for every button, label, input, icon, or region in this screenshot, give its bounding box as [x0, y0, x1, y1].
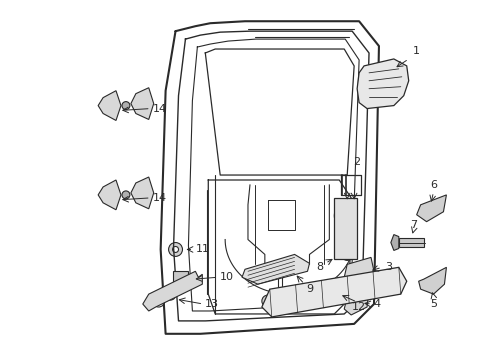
Circle shape	[369, 76, 383, 90]
Circle shape	[384, 76, 398, 90]
Circle shape	[351, 267, 361, 277]
Polygon shape	[418, 267, 446, 294]
Circle shape	[165, 290, 175, 300]
Text: 3: 3	[385, 262, 391, 272]
Text: 9: 9	[305, 284, 312, 294]
Text: 4: 4	[373, 299, 380, 309]
Polygon shape	[344, 257, 373, 284]
Circle shape	[172, 247, 178, 252]
Polygon shape	[242, 255, 309, 284]
Circle shape	[139, 99, 148, 109]
Text: 14: 14	[152, 104, 166, 113]
Text: 12: 12	[351, 302, 366, 312]
Polygon shape	[98, 91, 121, 121]
Polygon shape	[131, 177, 153, 209]
Polygon shape	[98, 180, 121, 210]
Circle shape	[426, 276, 436, 286]
Polygon shape	[142, 271, 202, 311]
Circle shape	[341, 248, 352, 260]
Circle shape	[152, 295, 164, 307]
Circle shape	[122, 102, 130, 109]
Circle shape	[334, 207, 351, 225]
Circle shape	[168, 243, 182, 256]
Polygon shape	[390, 235, 398, 251]
Polygon shape	[356, 59, 408, 109]
Circle shape	[106, 100, 116, 111]
Polygon shape	[131, 88, 153, 120]
Circle shape	[139, 188, 148, 198]
Circle shape	[262, 295, 273, 307]
Text: 1: 1	[412, 46, 419, 56]
Polygon shape	[172, 271, 188, 287]
Text: 6: 6	[429, 180, 436, 190]
Text: 8: 8	[315, 262, 322, 272]
Text: 7: 7	[409, 220, 416, 230]
Circle shape	[106, 190, 116, 200]
Text: 14: 14	[152, 193, 166, 203]
Polygon shape	[334, 198, 356, 260]
Polygon shape	[398, 238, 423, 247]
Text: 10: 10	[220, 272, 234, 282]
Text: 2: 2	[353, 157, 360, 167]
Circle shape	[122, 191, 130, 199]
Text: 13: 13	[205, 299, 219, 309]
Polygon shape	[416, 195, 446, 222]
Circle shape	[425, 205, 435, 215]
Circle shape	[340, 231, 355, 247]
Text: 5: 5	[429, 299, 436, 309]
Polygon shape	[344, 289, 368, 315]
Circle shape	[244, 270, 254, 280]
Polygon shape	[262, 267, 406, 317]
Text: 11: 11	[195, 244, 209, 255]
